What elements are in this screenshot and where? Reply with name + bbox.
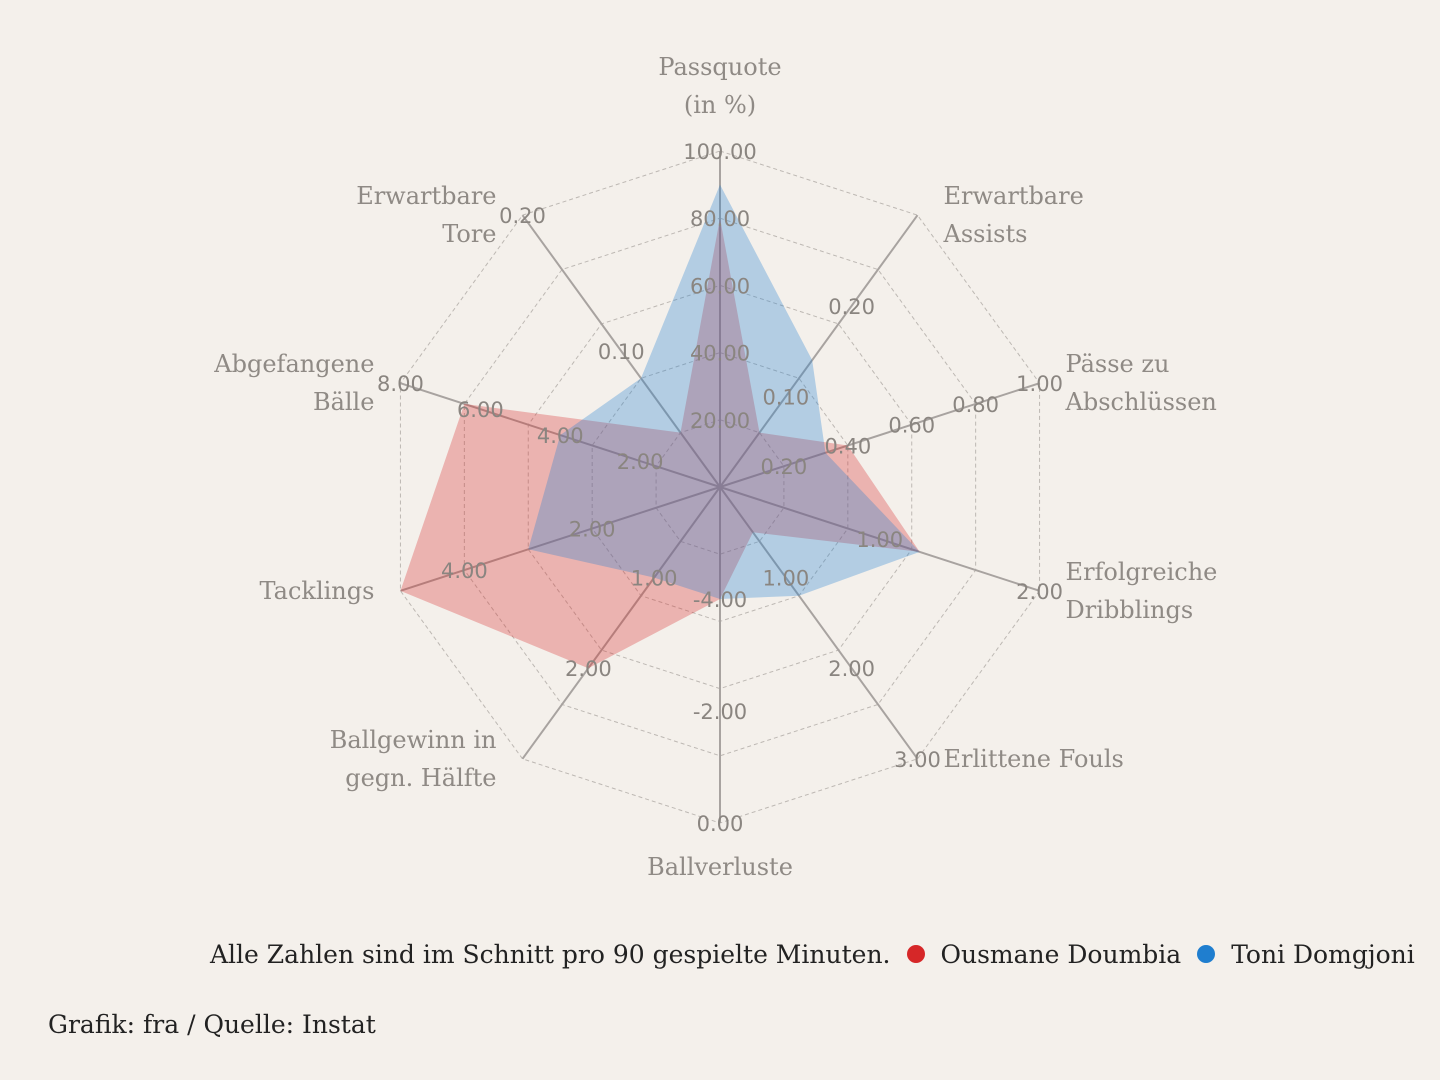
tick-label: 2.00 [1016, 580, 1063, 604]
axis-title-7: Tacklings [260, 577, 375, 605]
tick-label: 1.00 [631, 567, 678, 591]
axis-title-9: Erwartbare Tore [356, 182, 496, 248]
tick-label: 2.00 [828, 657, 875, 681]
axis-title-line: Abschlüssen [1065, 388, 1217, 416]
tick-label: 4.00 [441, 559, 488, 583]
tick-label: 2.00 [617, 450, 664, 474]
axis-title-line: Erwartbare [943, 182, 1083, 210]
axis-title-line: Assists [942, 220, 1027, 248]
source-credit: Grafik: fra / Quelle: Instat [48, 1010, 376, 1039]
axis-line-7 [400, 486, 721, 592]
axis-title-2: Pässe zu Abschlüssen [1065, 350, 1217, 416]
axis-title-line: Erfolgreiche [1066, 558, 1218, 586]
tick-label: 0.10 [762, 385, 809, 409]
series-area-0 [400, 218, 920, 669]
axis-title-line: Abgefangene [213, 350, 374, 378]
tick-label: 0.40 [824, 434, 871, 458]
legend-marker-domgjoni [1197, 945, 1216, 963]
axis-lines [400, 151, 1040, 823]
axis-title-3: Erfolgreiche Dribblings [1066, 558, 1218, 624]
tick-label: 3.00 [894, 748, 941, 772]
tick-label: 60.00 [690, 274, 750, 298]
legend-item-doumbia[interactable]: Ousmane Doumbia [906, 939, 1182, 969]
tick-label: 8.00 [377, 372, 424, 396]
tick-label: 2.00 [565, 657, 612, 681]
axis-title-line: Ballverluste [647, 853, 793, 881]
tick-label: 20.00 [690, 409, 750, 433]
axis-title-6: Ballgewinn in gegn. Hälfte [330, 726, 497, 792]
tick-label: 0.20 [499, 204, 546, 228]
tick-label: 1.00 [1016, 372, 1063, 396]
tick-label: 6.00 [457, 398, 504, 422]
axis-title-line: Erlittene Fouls [943, 745, 1123, 773]
radar-chart: 20.00 40.00 60.00 80.00 100.00 0.10 0.20 0.20 0.… [213, 53, 1217, 881]
axis-line-2 [719, 382, 1040, 488]
series-areas [400, 184, 920, 669]
grid-ring-3 [527, 284, 913, 690]
axis-line-4 [719, 486, 919, 760]
legend: Alle Zahlen sind im Schnitt pro 90 gespi… [210, 934, 1415, 974]
axis-line-1 [719, 214, 919, 488]
tick-label: -2.00 [693, 700, 747, 724]
grid-ring-1 [655, 419, 785, 555]
tick-label: 0.80 [952, 393, 999, 417]
grid-ring-4 [463, 217, 977, 757]
tick-label: 0.60 [888, 414, 935, 438]
legend-item-domgjoni[interactable]: Toni Domgjoni [1197, 940, 1415, 969]
axis-title-1: Erwartbare Assists [942, 182, 1083, 248]
tick-label: 1.00 [762, 567, 809, 591]
axis-title-line: Ballgewinn in [330, 726, 497, 754]
tick-label: -4.00 [693, 588, 747, 612]
tick-label: 0.00 [697, 812, 744, 836]
tick-label: 100.00 [683, 140, 756, 164]
axis-line-3 [719, 486, 1040, 592]
tick-label: 0.10 [598, 340, 645, 364]
tick-label: 0.20 [828, 295, 875, 319]
axis-title-line: gegn. Hälfte [345, 764, 496, 792]
tick-label: 2.00 [569, 518, 616, 542]
axis-title-8: Abgefangene Bälle [213, 350, 374, 416]
series-area-1 [528, 184, 920, 599]
axis-line-9 [521, 214, 721, 488]
axis-title-line: Passquote [658, 53, 781, 81]
axis-line-6 [521, 486, 721, 760]
tick-labels: 20.00 40.00 60.00 80.00 100.00 0.10 0.20 0.20 0.… [377, 140, 1063, 836]
axis-title-line: Erwartbare [356, 182, 496, 210]
axis-title-4: Erlittene Fouls [943, 745, 1123, 773]
axis-title-line: Pässe zu [1066, 350, 1170, 378]
legend-marker-doumbia [906, 945, 925, 963]
axis-title-line: Tore [442, 220, 496, 248]
legend-label-doumbia: Ousmane Doumbia [940, 939, 1182, 969]
tick-label: 1.00 [856, 528, 903, 552]
tick-label: 4.00 [537, 424, 584, 448]
axis-title-0: Passquote (in %) [658, 53, 781, 119]
axis-line-8 [400, 382, 721, 488]
axis-title-5: Ballverluste [647, 853, 793, 881]
tick-label: 0.20 [761, 455, 808, 479]
legend-note: Alle Zahlen sind im Schnitt pro 90 gespi… [210, 939, 891, 969]
axis-titles: Passquote (in %) Erwartbare Assists Pässe zu… [213, 53, 1217, 881]
axis-title-line: (in %) [684, 91, 756, 119]
tick-label: 40.00 [690, 342, 750, 366]
axis-title-line: Dribblings [1066, 596, 1194, 624]
legend-label-domgjoni: Toni Domgjoni [1231, 939, 1415, 969]
tick-label: 80.00 [690, 207, 750, 231]
axis-title-line: Tacklings [260, 577, 375, 605]
axis-title-line: Bälle [313, 388, 375, 416]
